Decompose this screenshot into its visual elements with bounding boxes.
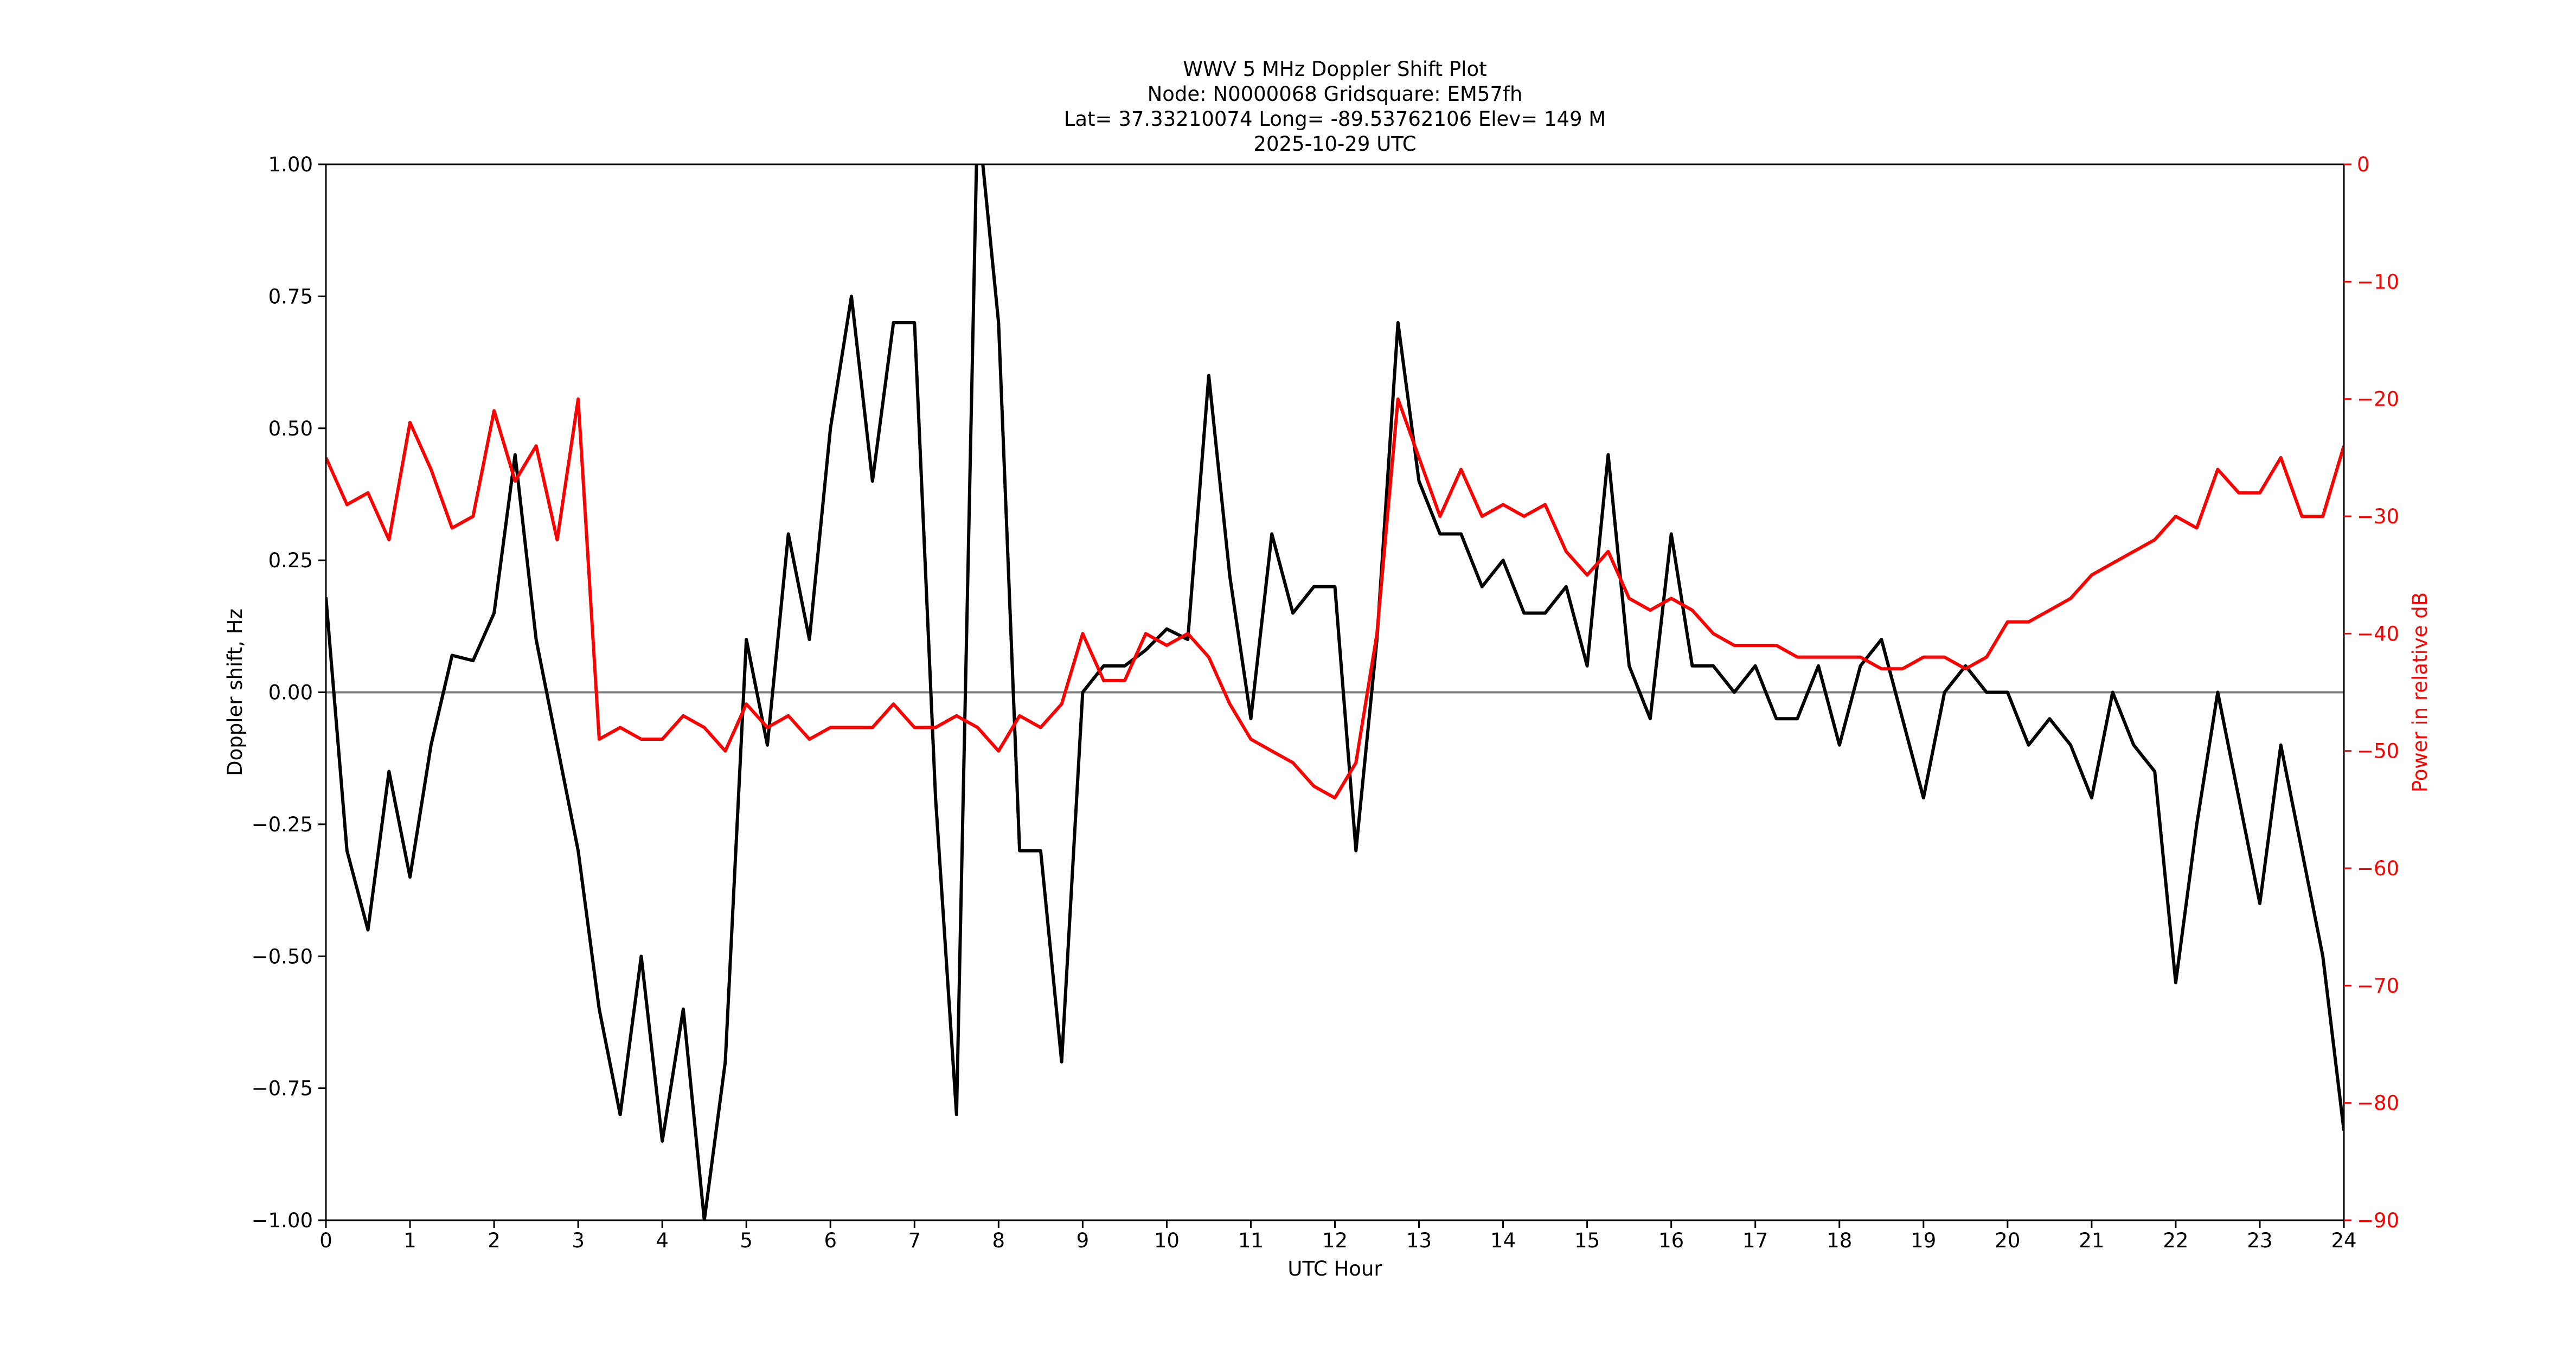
x-axis-label: UTC Hour (1287, 1257, 1382, 1280)
x-tick-label: 6 (824, 1229, 837, 1252)
y-axis-label: Doppler shift, Hz (223, 608, 247, 776)
x-tick-label: 4 (656, 1229, 669, 1252)
x-tick-label: 13 (1406, 1229, 1432, 1252)
x-tick-label: 9 (1076, 1229, 1090, 1252)
y2-tick-label: −30 (2357, 505, 2399, 528)
y2-tick-label: −10 (2357, 270, 2399, 293)
x-tick-label: 23 (2247, 1229, 2272, 1252)
y2-tick-label: −70 (2357, 974, 2399, 997)
data-line (326, 164, 2344, 1220)
x-tick-label: 10 (1154, 1229, 1180, 1252)
x-tick-label: 19 (1911, 1229, 1936, 1252)
y-tick-label: −0.50 (252, 945, 313, 968)
x-tick-label: 20 (1995, 1229, 2020, 1252)
y-tick-label: 0.75 (268, 285, 313, 308)
y2-tick-label: −80 (2357, 1092, 2399, 1115)
x-tick-label: 3 (572, 1229, 585, 1252)
x-tick-label: 11 (1238, 1229, 1264, 1252)
chart-title: 2025-10-29 UTC (1253, 132, 1416, 156)
y-tick-label: 1.00 (268, 153, 313, 176)
x-tick-label: 14 (1490, 1229, 1516, 1252)
x-tick-label: 17 (1742, 1229, 1768, 1252)
x-tick-label: 8 (992, 1229, 1005, 1252)
y-tick-label: 0.50 (268, 417, 313, 440)
y2-axis-label: Power in relative dB (2408, 592, 2432, 792)
x-tick-label: 21 (2079, 1229, 2104, 1252)
y-tick-label: −0.75 (252, 1077, 313, 1100)
x-tick-label: 18 (1827, 1229, 1852, 1252)
x-tick-label: 5 (740, 1229, 753, 1252)
chart-title: Lat= 37.33210074 Long= -89.53762106 Elev… (1064, 107, 1606, 131)
chart-title: WWV 5 MHz Doppler Shift Plot (1183, 57, 1486, 81)
x-tick-label: 1 (403, 1229, 416, 1252)
y-tick-label: −1.00 (252, 1209, 313, 1232)
y-tick-label: 0.00 (268, 681, 313, 704)
chart-title: Node: N0000068 Gridsquare: EM57fh (1148, 82, 1523, 106)
x-tick-label: 24 (2331, 1229, 2356, 1252)
y-tick-label: 0.25 (268, 549, 313, 572)
plot-area (326, 164, 2344, 1220)
y2-tick-label: −50 (2357, 740, 2399, 763)
y2-tick-label: 0 (2357, 153, 2370, 176)
x-tick-label: 2 (488, 1229, 501, 1252)
x-tick-label: 0 (319, 1229, 332, 1252)
x-tick-label: 16 (1658, 1229, 1684, 1252)
y2-tick-label: −60 (2357, 857, 2399, 880)
x-tick-label: 22 (2163, 1229, 2188, 1252)
x-tick-label: 12 (1322, 1229, 1348, 1252)
y2-tick-label: −40 (2357, 622, 2399, 645)
x-tick-label: 7 (908, 1229, 921, 1252)
y-tick-label: −0.25 (252, 813, 313, 836)
y2-tick-label: −20 (2357, 388, 2399, 411)
data-line (326, 397, 2344, 800)
x-tick-label: 15 (1574, 1229, 1600, 1252)
y2-tick-label: −90 (2357, 1209, 2399, 1232)
